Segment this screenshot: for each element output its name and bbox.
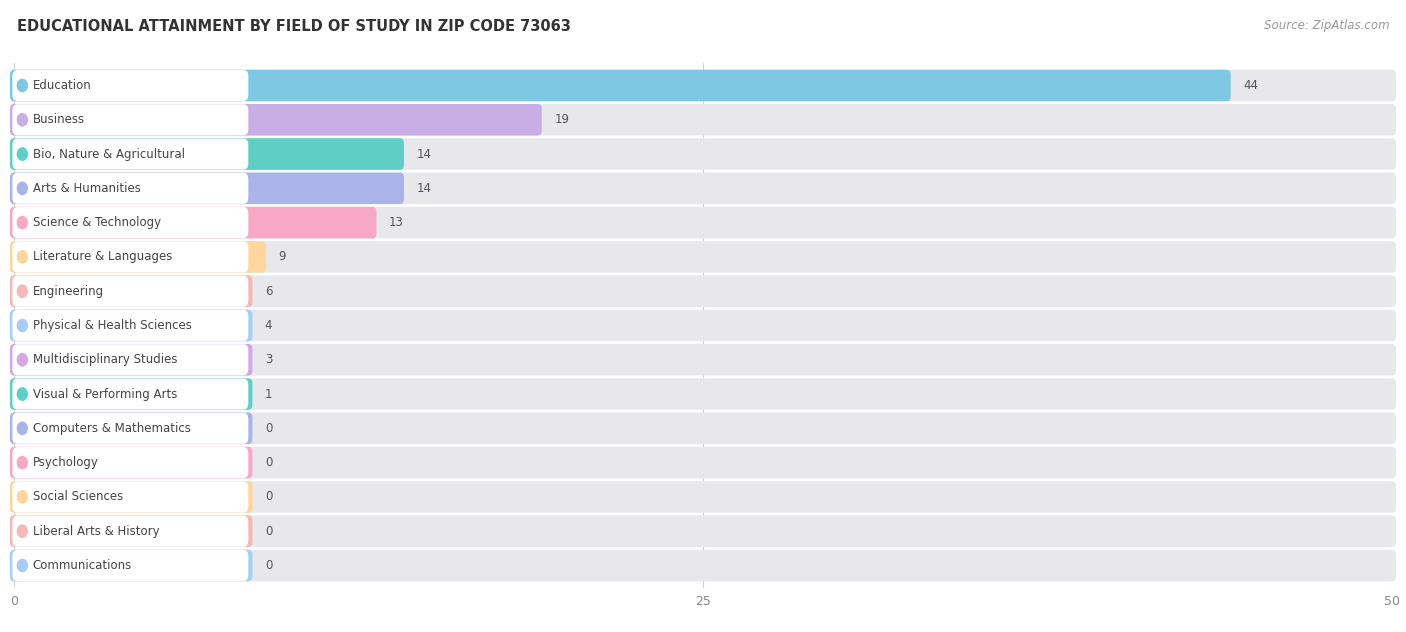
FancyBboxPatch shape [13,550,249,581]
Text: Education: Education [32,79,91,92]
Text: Social Sciences: Social Sciences [32,490,122,504]
FancyBboxPatch shape [13,379,249,410]
Circle shape [17,114,27,126]
Circle shape [17,490,27,503]
Circle shape [17,353,27,366]
Text: Multidisciplinary Studies: Multidisciplinary Studies [32,353,177,367]
Circle shape [17,319,27,332]
Circle shape [17,216,27,229]
Text: 19: 19 [554,113,569,126]
Text: Bio, Nature & Agricultural: Bio, Nature & Agricultural [32,147,184,161]
FancyBboxPatch shape [10,550,253,581]
Circle shape [17,422,27,435]
FancyBboxPatch shape [10,276,253,307]
Text: 6: 6 [264,284,273,298]
FancyBboxPatch shape [10,481,1396,513]
FancyBboxPatch shape [10,550,1396,581]
FancyBboxPatch shape [10,481,253,513]
FancyBboxPatch shape [10,379,253,410]
Text: 13: 13 [389,216,404,229]
FancyBboxPatch shape [10,138,1396,170]
FancyBboxPatch shape [10,207,1396,238]
Text: 9: 9 [278,250,285,264]
Text: 4: 4 [264,319,273,332]
FancyBboxPatch shape [10,447,1396,478]
Text: Engineering: Engineering [32,284,104,298]
Circle shape [17,79,27,92]
Text: Business: Business [32,113,84,126]
FancyBboxPatch shape [10,241,266,272]
FancyBboxPatch shape [10,447,253,478]
Text: Science & Technology: Science & Technology [32,216,160,229]
Text: 0: 0 [264,456,273,469]
FancyBboxPatch shape [10,207,377,238]
Circle shape [17,182,27,195]
FancyBboxPatch shape [13,207,249,238]
FancyBboxPatch shape [10,516,253,547]
FancyBboxPatch shape [10,138,404,170]
FancyBboxPatch shape [10,173,404,204]
FancyBboxPatch shape [13,310,249,341]
Text: 1: 1 [264,387,273,401]
FancyBboxPatch shape [10,413,1396,444]
Circle shape [17,388,27,400]
Text: 14: 14 [416,182,432,195]
FancyBboxPatch shape [13,516,249,547]
Circle shape [17,148,27,161]
FancyBboxPatch shape [10,379,1396,410]
Text: Arts & Humanities: Arts & Humanities [32,182,141,195]
Text: Source: ZipAtlas.com: Source: ZipAtlas.com [1264,19,1389,32]
FancyBboxPatch shape [10,241,1396,272]
FancyBboxPatch shape [13,276,249,307]
Circle shape [17,251,27,263]
FancyBboxPatch shape [10,310,1396,341]
Circle shape [17,456,27,469]
FancyBboxPatch shape [10,344,1396,375]
FancyBboxPatch shape [10,516,1396,547]
Text: 0: 0 [264,559,273,572]
Circle shape [17,285,27,298]
FancyBboxPatch shape [10,70,1396,101]
FancyBboxPatch shape [10,70,1230,101]
FancyBboxPatch shape [13,447,249,478]
Text: Computers & Mathematics: Computers & Mathematics [32,422,190,435]
Circle shape [17,525,27,537]
Text: EDUCATIONAL ATTAINMENT BY FIELD OF STUDY IN ZIP CODE 73063: EDUCATIONAL ATTAINMENT BY FIELD OF STUDY… [17,19,571,34]
FancyBboxPatch shape [10,276,1396,307]
Text: 0: 0 [264,422,273,435]
Text: 0: 0 [264,490,273,504]
FancyBboxPatch shape [13,241,249,272]
FancyBboxPatch shape [10,104,541,135]
FancyBboxPatch shape [10,413,253,444]
FancyBboxPatch shape [13,482,249,513]
Text: Communications: Communications [32,559,132,572]
FancyBboxPatch shape [13,413,249,444]
FancyBboxPatch shape [10,344,253,375]
Text: Visual & Performing Arts: Visual & Performing Arts [32,387,177,401]
FancyBboxPatch shape [10,310,253,341]
FancyBboxPatch shape [13,173,249,204]
Text: 44: 44 [1243,79,1258,92]
Text: 14: 14 [416,147,432,161]
FancyBboxPatch shape [10,173,1396,204]
Text: Literature & Languages: Literature & Languages [32,250,172,264]
Text: 0: 0 [264,525,273,538]
FancyBboxPatch shape [13,104,249,135]
FancyBboxPatch shape [13,344,249,375]
Circle shape [17,559,27,572]
FancyBboxPatch shape [13,138,249,169]
Text: Physical & Health Sciences: Physical & Health Sciences [32,319,191,332]
Text: 3: 3 [264,353,273,367]
FancyBboxPatch shape [10,104,1396,135]
Text: Psychology: Psychology [32,456,98,469]
FancyBboxPatch shape [13,70,249,101]
Text: Liberal Arts & History: Liberal Arts & History [32,525,159,538]
